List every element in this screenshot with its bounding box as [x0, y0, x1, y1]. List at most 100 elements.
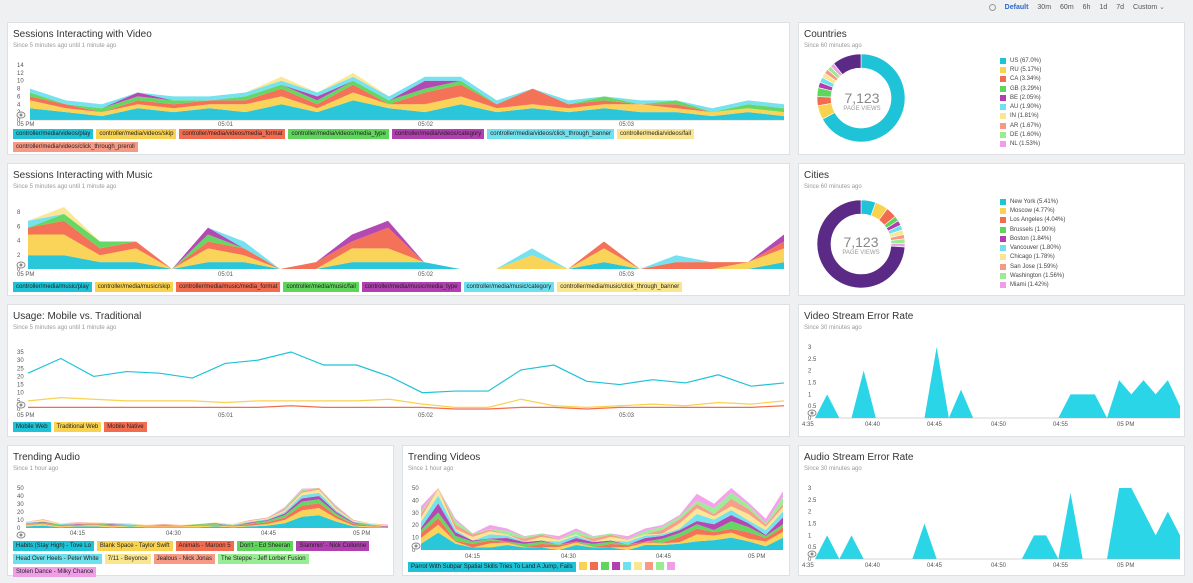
legend-item[interactable]: controller/media/videos/click_through_pr…	[13, 142, 138, 152]
time-option-1d[interactable]: 1d	[1099, 3, 1108, 11]
y-tick-label: 6	[17, 94, 21, 100]
y-tick-label: 2	[808, 369, 812, 375]
donut-legend-item[interactable]: DE (1.60%)	[1000, 130, 1041, 139]
donut-legend-item[interactable]: Chicago (1.78%)	[1000, 253, 1065, 262]
donut-slice[interactable]	[822, 53, 906, 143]
time-option-custom[interactable]: Custom ⌄	[1133, 4, 1165, 11]
donut-legend-item[interactable]: AU (1.90%)	[1000, 102, 1041, 111]
donut-legend-item[interactable]: Moscow (4.77%)	[1000, 206, 1065, 215]
legend-label: Los Angeles (4.04%)	[1010, 217, 1066, 224]
legend-item[interactable]: controller/media/videos/click_through_ba…	[487, 129, 614, 139]
legend-swatch[interactable]	[633, 562, 642, 570]
legend-swatch	[1000, 94, 1006, 101]
cities-donut-chart	[816, 199, 906, 289]
legend-swatch[interactable]	[644, 562, 653, 570]
x-tick-label: 05 PM	[353, 531, 370, 537]
legend-item[interactable]: controller/media/videos/media_type	[288, 129, 389, 139]
donut-legend-item[interactable]: New York (5.41%)	[1000, 197, 1065, 206]
legend-item[interactable]: Animals - Maroon 5	[175, 541, 234, 551]
legend-item[interactable]: controller/media/music/category	[463, 282, 555, 292]
legend-item[interactable]: controller/media/videos/play	[13, 129, 94, 139]
donut-legend-item[interactable]: US (67.0%)	[1000, 56, 1041, 65]
legend-swatch[interactable]	[666, 562, 675, 570]
legend-item[interactable]: Mobile Native	[104, 422, 147, 432]
legend-swatch[interactable]	[600, 562, 609, 570]
legend-swatch[interactable]	[589, 562, 598, 570]
legend-item[interactable]: Habits (Stay High) - Tove Lo	[13, 541, 94, 551]
legend-label: BE (2.05%)	[1010, 94, 1041, 101]
donut-legend-item[interactable]: BE (2.05%)	[1000, 93, 1041, 102]
legend-item[interactable]: 7/11 - Beyonce	[104, 554, 151, 564]
donut-legend-item[interactable]: CA (3.34%)	[1000, 75, 1041, 84]
chevron-down-icon: ⌄	[1159, 4, 1165, 11]
visibility-toggle-icon[interactable]	[807, 409, 817, 417]
series-area	[421, 488, 783, 540]
legend-swatch[interactable]	[578, 562, 587, 570]
visibility-toggle-icon[interactable]	[411, 542, 421, 550]
legend-item[interactable]: controller/media/music/fail	[283, 282, 359, 292]
donut-legend-item[interactable]: NL (1.53%)	[1000, 140, 1041, 149]
donut-legend-item[interactable]: AR (1.67%)	[1000, 121, 1041, 130]
y-tick-label: 0	[412, 548, 416, 554]
legend-label: NL (1.53%)	[1010, 141, 1041, 148]
legend-item[interactable]: Parrot With Subpar Spatial Skills Tries …	[408, 562, 576, 572]
legend-item[interactable]: Traditional Web	[53, 422, 102, 432]
legend-item[interactable]: Head Over Heels - Peter White	[13, 554, 102, 564]
chart-legend: controller/media/videos/play controller/m…	[13, 129, 783, 152]
legend-item[interactable]: Stolen Dance - Milky Chance	[13, 567, 97, 577]
donut-legend-item[interactable]: IN (1.81%)	[1000, 112, 1041, 121]
legend-item[interactable]: controller/media/videos/skip	[96, 129, 177, 139]
donut-legend-item[interactable]: Vancouver (1.80%)	[1000, 243, 1065, 252]
legend-label: Boston (1.84%)	[1010, 235, 1052, 242]
donut-legend-item[interactable]: Washington (1.56%)	[1000, 271, 1065, 280]
legend-item[interactable]: Jealous - Nick Jonas	[153, 554, 215, 564]
series-line	[28, 405, 785, 410]
series-area	[26, 489, 388, 527]
time-option-60m[interactable]: 60m	[1060, 3, 1074, 11]
donut-legend-item[interactable]: GB (3.29%)	[1000, 84, 1041, 93]
visibility-toggle-icon[interactable]	[16, 401, 26, 409]
y-tick-label: 20	[412, 523, 419, 529]
legend-item[interactable]: The Steppe - Jeff Lorber Fusion	[217, 554, 309, 564]
y-tick-label: 10	[17, 518, 24, 524]
donut-legend-item[interactable]: San Jose (1.59%)	[1000, 262, 1065, 271]
legend-swatch[interactable]	[655, 562, 664, 570]
donut-slice[interactable]	[816, 199, 906, 289]
x-tick-label: 05:03	[619, 413, 635, 419]
legend-item[interactable]: Blank Space - Taylor Swift	[96, 541, 173, 551]
legend-item[interactable]: controller/media/music/skip	[94, 282, 174, 292]
total-value: 7,123	[844, 90, 880, 106]
time-option-7d[interactable]: 7d	[1116, 3, 1125, 11]
donut-legend-item[interactable]: RU (5.17%)	[1000, 65, 1041, 74]
visibility-toggle-icon[interactable]	[807, 550, 817, 558]
time-option-6h[interactable]: 6h	[1082, 3, 1091, 11]
legend-swatch	[1000, 122, 1006, 129]
visibility-toggle-icon[interactable]	[16, 531, 26, 539]
legend-item[interactable]: Slammin' - Nick Collonne	[296, 541, 370, 551]
legend-item[interactable]: controller/media/music/media_format	[176, 282, 281, 292]
visibility-toggle-icon[interactable]	[16, 261, 26, 269]
legend-item[interactable]: controller/media/videos/fail	[617, 129, 695, 139]
legend-item[interactable]: controller/media/music/media_type	[361, 282, 461, 292]
legend-swatch[interactable]	[611, 562, 620, 570]
x-tick-label: 05:02	[418, 272, 434, 278]
panel-countries: Countries Since 60 minutes ago 7,123 PAG…	[798, 22, 1185, 155]
y-tick-label: 2.5	[808, 498, 817, 504]
legend-item[interactable]: Mobile Web	[13, 422, 51, 432]
donut-legend-item[interactable]: Boston (1.84%)	[1000, 234, 1065, 243]
legend-item[interactable]: controller/media/music/click_through_ban…	[557, 282, 683, 292]
time-option-default[interactable]: Default	[1004, 3, 1029, 11]
visibility-toggle-icon[interactable]	[16, 111, 26, 119]
donut-legend-item[interactable]: Los Angeles (4.04%)	[1000, 216, 1065, 225]
donut-legend-item[interactable]: Brussels (1.90%)	[1000, 225, 1065, 234]
x-tick-label: 04:40	[865, 563, 881, 569]
donut-legend-item[interactable]: Miami (1.42%)	[1000, 281, 1065, 290]
time-option-30m[interactable]: 30m	[1037, 3, 1052, 11]
legend-item[interactable]: Don't - Ed Sheeran	[236, 541, 294, 551]
legend-item[interactable]: controller/media/videos/media_format	[179, 129, 286, 139]
legend-item[interactable]: controller/media/videos/category	[391, 129, 485, 139]
legend-swatch[interactable]	[622, 562, 631, 570]
legend-swatch	[1000, 207, 1006, 214]
legend-item[interactable]: controller/media/music/play	[13, 282, 92, 292]
donut-slice[interactable]	[833, 53, 862, 75]
